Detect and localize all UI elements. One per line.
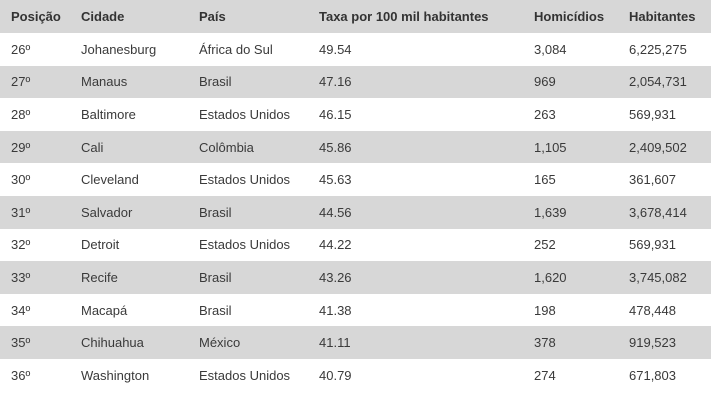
cell-posicao: 35º [0,326,81,359]
cell-homicidios: 165 [534,163,629,196]
cell-cidade: Recife [81,261,199,294]
cell-posicao: 34º [0,293,81,327]
cell-taxa: 40.79 [319,358,534,392]
cell-habitantes: 478,448 [629,293,711,327]
header-homicidios: Homicídios [534,0,629,33]
cell-cidade: Detroit [81,228,199,262]
table-header: Posição Cidade País Taxa por 100 mil hab… [0,0,711,33]
cell-posicao: 30º [0,163,81,196]
cell-posicao: 33º [0,261,81,294]
cell-posicao: 32º [0,228,81,262]
cell-cidade: Washington [81,358,199,392]
cell-pais: Brasil [199,195,319,229]
cell-pais: Estados Unidos [199,358,319,392]
table-row: 29º Cali Colômbia 45.86 1,105 2,409,502 [0,130,711,164]
table-row: 27º Manaus Brasil 47.16 969 2,054,731 [0,65,711,99]
table-row: 26º Johanesburg África do Sul 49.54 3,084 6,2… [0,33,711,66]
table-row: 35º Chihuahua México 41.11 378 919,523 [0,326,711,359]
cell-pais: Estados Unidos [199,98,319,131]
cell-habitantes: 569,931 [629,228,711,262]
cell-pais: Brasil [199,261,319,294]
cell-homicidios: 252 [534,228,629,262]
cell-taxa: 41.11 [319,326,534,359]
cell-homicidios: 263 [534,98,629,131]
cell-homicidios: 378 [534,326,629,359]
cell-taxa: 47.16 [319,65,534,99]
cell-cidade: Baltimore [81,98,199,131]
cell-pais: África do Sul [199,33,319,66]
cell-habitantes: 2,054,731 [629,65,711,99]
cell-habitantes: 3,678,414 [629,195,711,229]
cell-taxa: 43.26 [319,261,534,294]
cell-homicidios: 274 [534,358,629,392]
header-pais: País [199,0,319,33]
cell-posicao: 31º [0,195,81,229]
cell-taxa: 46.15 [319,98,534,131]
cell-pais: Estados Unidos [199,228,319,262]
cell-taxa: 44.22 [319,228,534,262]
cell-posicao: 27º [0,65,81,99]
cell-taxa: 41.38 [319,293,534,327]
cell-homicidios: 969 [534,65,629,99]
cell-cidade: Macapá [81,293,199,327]
table-row: 30º Cleveland Estados Unidos 45.63 165 361,60… [0,163,711,196]
ranking-table: Posição Cidade País Taxa por 100 mil hab… [0,0,711,392]
header-taxa: Taxa por 100 mil habitantes [319,0,534,33]
cell-cidade: Chihuahua [81,326,199,359]
cell-homicidios: 1,620 [534,261,629,294]
table-row: 36º Washington Estados Unidos 40.79 274 671,8… [0,358,711,392]
table-body: 26º Johanesburg África do Sul 49.54 3,084 6,2… [0,33,711,392]
cell-homicidios: 198 [534,293,629,327]
cell-homicidios: 3,084 [534,33,629,66]
table-row: 34º Macapá Brasil 41.38 198 478,448 [0,293,711,327]
cell-habitantes: 919,523 [629,326,711,359]
cell-cidade: Johanesburg [81,33,199,66]
cell-cidade: Cleveland [81,163,199,196]
cell-habitantes: 569,931 [629,98,711,131]
cell-cidade: Cali [81,130,199,164]
cell-posicao: 28º [0,98,81,131]
table-row: 31º Salvador Brasil 44.56 1,639 3,678,414 [0,195,711,229]
cell-homicidios: 1,105 [534,130,629,164]
cell-habitantes: 361,607 [629,163,711,196]
cell-pais: Brasil [199,65,319,99]
cell-taxa: 44.56 [319,195,534,229]
cell-pais: Brasil [199,293,319,327]
cell-posicao: 29º [0,130,81,164]
cell-pais: Colômbia [199,130,319,164]
table-row: 33º Recife Brasil 43.26 1,620 3,745,082 [0,261,711,294]
cell-habitantes: 2,409,502 [629,130,711,164]
cell-taxa: 45.86 [319,130,534,164]
cell-pais: Estados Unidos [199,163,319,196]
cell-taxa: 49.54 [319,33,534,66]
cell-cidade: Salvador [81,195,199,229]
cell-habitantes: 6,225,275 [629,33,711,66]
cell-pais: México [199,326,319,359]
table-row: 28º Baltimore Estados Unidos 46.15 263 569,93… [0,98,711,131]
cell-posicao: 36º [0,358,81,392]
cell-cidade: Manaus [81,65,199,99]
cell-posicao: 26º [0,33,81,66]
header-posicao: Posição [0,0,81,33]
cell-habitantes: 671,803 [629,358,711,392]
header-row: Posição Cidade País Taxa por 100 mil hab… [0,0,711,33]
cell-homicidios: 1,639 [534,195,629,229]
cell-habitantes: 3,745,082 [629,261,711,294]
cell-taxa: 45.63 [319,163,534,196]
header-habitantes: Habitantes [629,0,711,33]
header-cidade: Cidade [81,0,199,33]
table-row: 32º Detroit Estados Unidos 44.22 252 569,931 [0,228,711,262]
